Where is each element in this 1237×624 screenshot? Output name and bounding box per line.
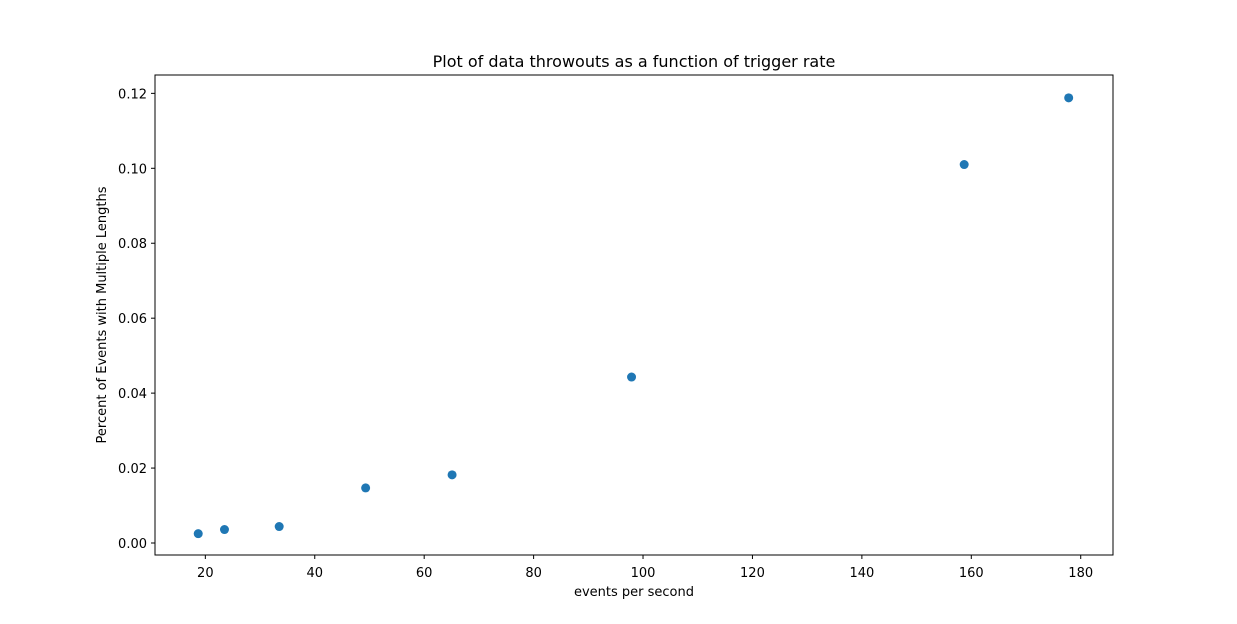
y-tick-label: 0.08: [118, 237, 147, 252]
scatter-point: [1064, 93, 1074, 103]
x-tick-label: 120: [740, 566, 765, 581]
scatter-point: [959, 160, 969, 170]
scatter-point: [361, 483, 371, 493]
chart-title: Plot of data throwouts as a function of …: [433, 52, 836, 71]
data-points: [193, 93, 1074, 539]
y-tick-label: 0.04: [118, 387, 147, 402]
x-axis-ticks: 20 40 60 80 100 120 140 160 180: [197, 555, 1093, 581]
x-tick-label: 60: [416, 566, 433, 581]
scatter-point: [219, 525, 229, 535]
x-axis-label: events per second: [574, 585, 694, 600]
x-tick-label: 80: [525, 566, 542, 581]
y-tick-label: 0.12: [118, 87, 147, 102]
scatter-point: [627, 372, 637, 382]
y-axis-ticks: 0.00 0.02 0.04 0.06 0.08 0.10 0.12: [118, 87, 155, 552]
scatter-point: [193, 529, 203, 539]
plot-frame: [154, 74, 1114, 556]
scatter-point: [274, 522, 284, 532]
x-tick-label: 40: [306, 566, 323, 581]
x-tick-label: 140: [849, 566, 874, 581]
y-tick-label: 0.10: [118, 162, 147, 177]
x-tick-label: 100: [631, 566, 656, 581]
y-tick-label: 0.02: [118, 462, 147, 477]
x-tick-label: 180: [1068, 566, 1093, 581]
y-tick-label: 0.06: [118, 312, 147, 327]
x-tick-label: 20: [197, 566, 214, 581]
y-tick-label: 0.00: [118, 537, 147, 552]
x-tick-label: 160: [959, 566, 984, 581]
scatter-point: [447, 470, 457, 480]
y-axis-label: Percent of Events with Multiple Lengths: [95, 186, 110, 443]
